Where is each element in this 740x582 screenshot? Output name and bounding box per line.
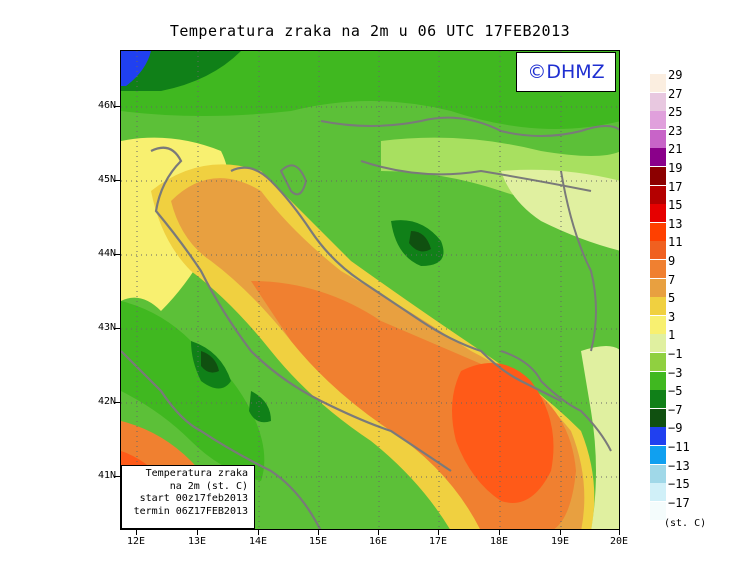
y-tick (114, 328, 120, 329)
y-label-41n: 41N (97, 470, 116, 481)
legend-swatch (650, 204, 666, 223)
legend-label: 23 (668, 123, 683, 138)
info-line-title: Temperatura zraka (145, 468, 248, 479)
legend-label: 3 (668, 309, 676, 324)
info-line-start: start 00z17feb2013 (139, 493, 248, 504)
temperature-field (121, 51, 619, 529)
legend-swatch (650, 408, 666, 427)
legend-label: −9 (668, 421, 683, 436)
legend-label: −13 (668, 458, 690, 473)
y-label-44n: 44N (97, 248, 116, 259)
x-tick (197, 530, 198, 535)
x-label-20e: 20E (609, 536, 629, 547)
y-label-46n: 46N (97, 100, 116, 111)
legend-swatch (650, 241, 666, 260)
x-tick (258, 530, 259, 535)
x-tick (560, 530, 561, 535)
x-label-18e: 18E (489, 536, 509, 547)
legend-label: 25 (668, 105, 683, 120)
legend-label: −7 (668, 402, 683, 417)
x-tick (318, 530, 319, 535)
x-label-14e: 14E (248, 536, 268, 547)
legend-swatch (650, 390, 666, 409)
y-tick (114, 476, 120, 477)
legend-label: −17 (668, 495, 690, 510)
legend-swatch (650, 167, 666, 185)
legend-swatch (650, 297, 666, 316)
y-label-42n: 42N (97, 396, 116, 407)
map-title: Temperatura zraka na 2m u 06 UTC 17FEB20… (169, 22, 571, 40)
y-tick (114, 254, 120, 255)
y-tick (114, 180, 120, 181)
legend-swatch (650, 501, 666, 520)
legend-swatch (650, 278, 666, 297)
legend-swatch (650, 222, 666, 241)
legend-label: −3 (668, 365, 683, 380)
legend-swatch (650, 483, 666, 502)
legend-swatch (650, 353, 666, 371)
x-tick (378, 530, 379, 535)
legend-unit: (st. C) (664, 518, 707, 529)
legend-swatch (650, 74, 666, 92)
legend-label: 15 (668, 198, 683, 213)
legend-label: −11 (668, 440, 690, 454)
legend-label: 27 (668, 86, 683, 101)
legend-swatch (650, 464, 666, 483)
x-label-15e: 15E (308, 536, 328, 547)
legend-label: 11 (668, 235, 683, 250)
y-tick (114, 106, 120, 107)
legend-label: −5 (668, 384, 683, 399)
info-line-unit: na 2m (st. C) (169, 480, 248, 492)
legend-label: 13 (668, 216, 683, 231)
legend-swatch (650, 334, 666, 353)
info-line-termin: termin 06Z17FEB2013 (133, 505, 248, 517)
legend-label: 17 (668, 179, 683, 194)
legend-label: 7 (668, 272, 676, 287)
dhmz-logo: ©DHMZ (516, 52, 616, 92)
x-label-12e: 12E (126, 536, 146, 547)
legend-swatch (650, 446, 666, 464)
x-tick (619, 530, 620, 535)
x-label-13e: 13E (187, 536, 207, 547)
info-box: Temperatura zraka na 2m (st. C) start 00… (121, 465, 255, 529)
legend-label: 19 (668, 161, 683, 175)
legend-label: −1 (668, 347, 683, 361)
legend-label: 21 (668, 142, 683, 157)
legend-swatch (650, 427, 666, 446)
legend-label: −15 (668, 477, 690, 492)
temperature-map (120, 50, 620, 530)
x-tick (499, 530, 500, 535)
legend-label: 5 (668, 291, 676, 306)
x-tick (136, 530, 137, 535)
legend-label: 9 (668, 254, 676, 268)
x-label-16e: 16E (368, 536, 388, 547)
legend-swatch (650, 148, 666, 167)
x-label-19e: 19E (550, 536, 570, 547)
legend-swatch (650, 111, 666, 130)
legend-label: 29 (668, 68, 683, 82)
y-label-43n: 43N (97, 322, 116, 333)
legend-swatch (650, 92, 666, 111)
y-tick (114, 402, 120, 403)
legend-swatch (650, 315, 666, 334)
x-label-17e: 17E (428, 536, 448, 547)
legend-swatch (650, 371, 666, 390)
legend-swatch (650, 185, 666, 204)
legend-swatch (650, 260, 666, 278)
legend-label: 1 (668, 328, 676, 343)
x-tick (438, 530, 439, 535)
y-label-45n: 45N (97, 174, 116, 185)
legend-swatch (650, 129, 666, 148)
